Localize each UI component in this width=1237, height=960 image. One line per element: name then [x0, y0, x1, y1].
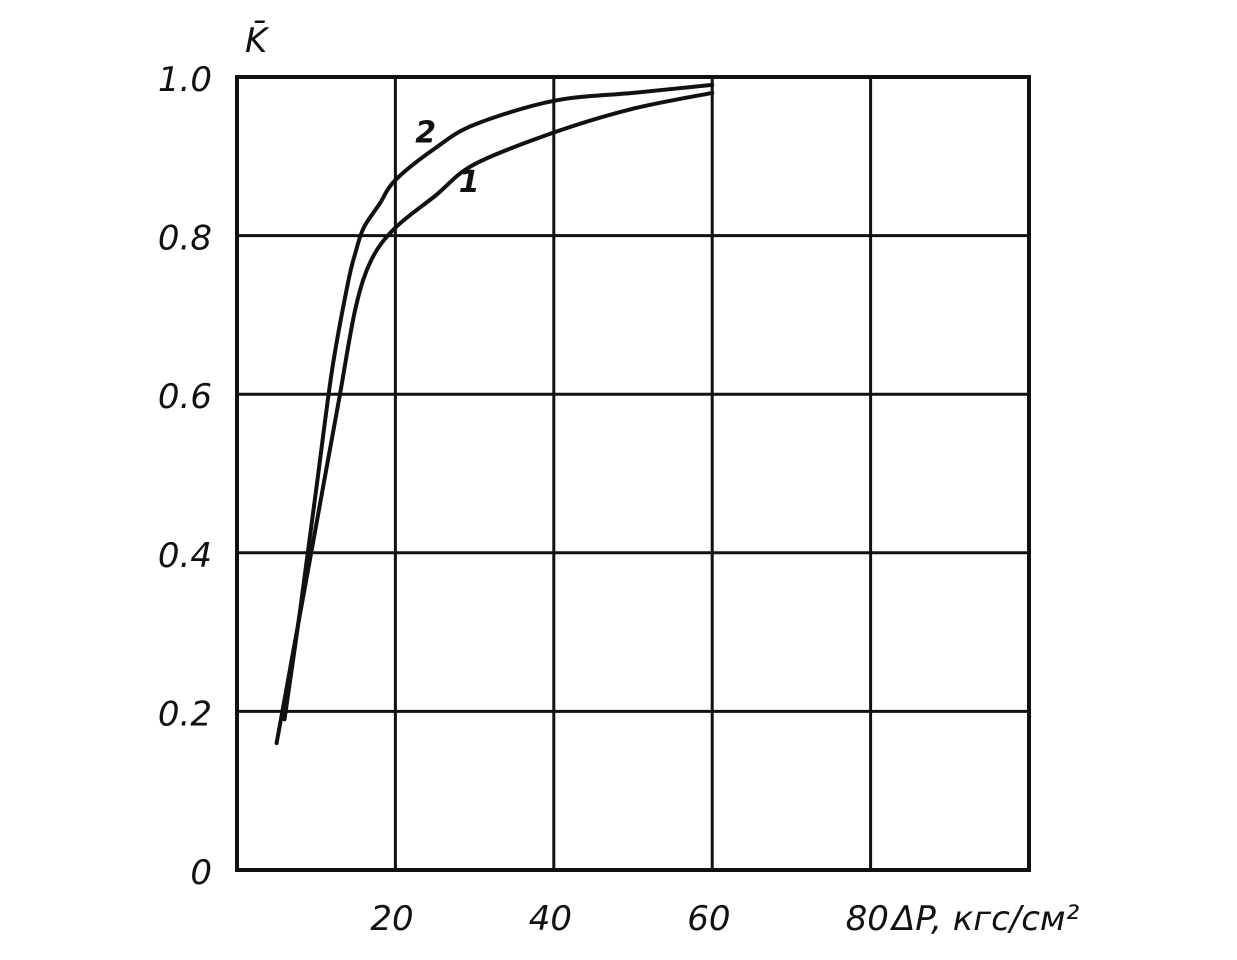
y-tick-label-0.4: 0.4 [158, 536, 212, 576]
x-tick-label-20: 20 [370, 899, 413, 939]
series-layer [274, 82, 715, 746]
series-line-2 [282, 82, 715, 722]
x-tick-label-80: 80 [846, 899, 889, 939]
x-tick-label-40: 40 [529, 899, 572, 939]
tick-labels: 20 40 60 80 0 0.2 0.4 0.6 0.8 1.0 [158, 60, 889, 939]
y-tick-label-0.8: 0.8 [158, 219, 212, 259]
series-label-1: 1 [459, 165, 480, 200]
grid [235, 75, 1031, 872]
x-axis-label: ΔP, кгс/см² [889, 899, 1080, 939]
series-line-1 [274, 90, 715, 746]
series-label-2: 2 [415, 116, 436, 151]
y-tick-label-0: 0 [190, 853, 212, 893]
y-axis-label: K̄ [245, 20, 270, 61]
x-tick-label-60: 60 [687, 899, 730, 939]
y-tick-label-1.0: 1.0 [158, 60, 212, 100]
y-tick-label-0.2: 0.2 [158, 694, 212, 734]
y-tick-label-0.6: 0.6 [158, 377, 212, 417]
